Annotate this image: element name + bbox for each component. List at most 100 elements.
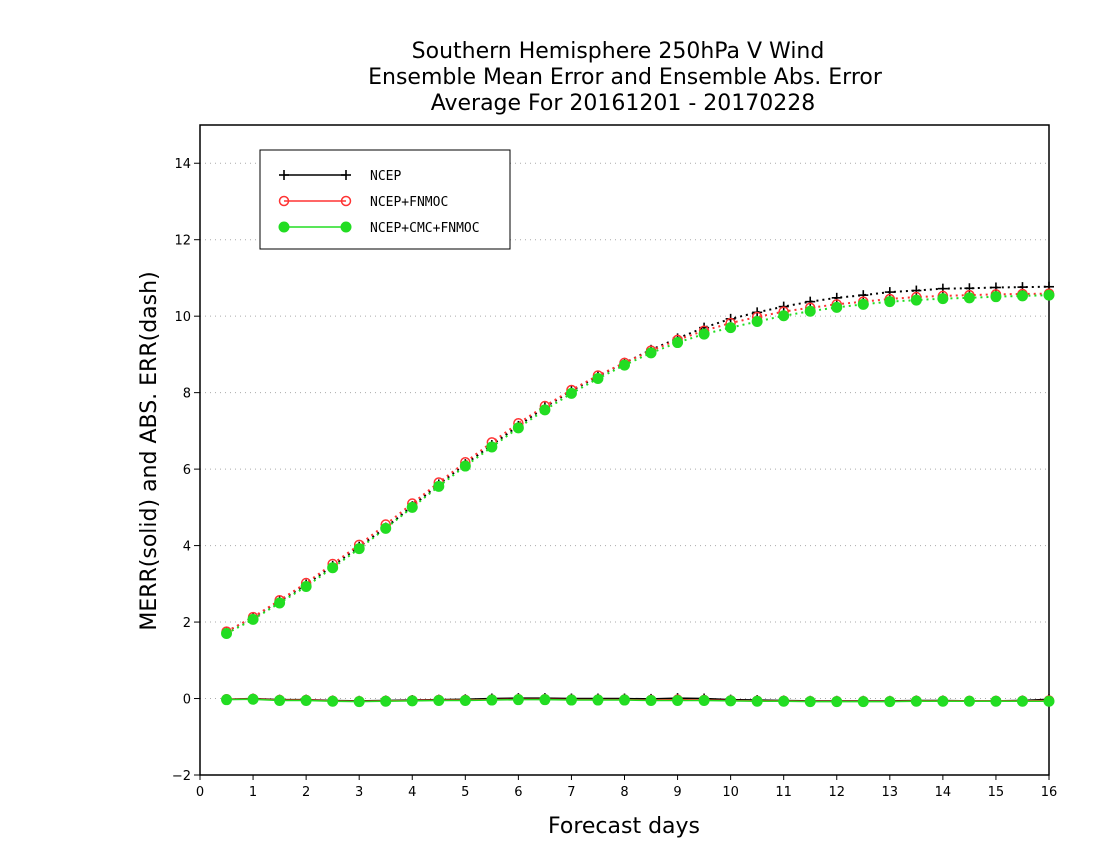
mean-error-point [274, 694, 286, 706]
mean-error-point [1043, 695, 1055, 707]
mean-error-point [1016, 695, 1028, 707]
legend-marker [340, 195, 352, 207]
legend-marker [340, 221, 352, 233]
mean-error-point [804, 696, 816, 708]
mean-error-point [698, 694, 710, 706]
abs-error-point [592, 373, 604, 384]
mean-error-point [778, 695, 790, 707]
y-tick-label: 4 [183, 540, 191, 555]
x-tick-label: 13 [882, 785, 899, 800]
abs-error-point [910, 294, 922, 306]
x-tick-label: 11 [775, 785, 792, 800]
mean-error-point [910, 695, 922, 707]
mean-error-point [619, 694, 630, 706]
legend-items: NCEP NCEP+FNMOC NCEP+CMC+FNMOC [278, 169, 480, 236]
x-tick-label: 10 [722, 785, 739, 800]
x-tick-label: 8 [620, 785, 628, 800]
abs-error-point [937, 293, 949, 305]
x-axis-label: Forecast days [548, 814, 700, 839]
mean-error-point [353, 696, 365, 708]
abs-error-point [539, 404, 551, 416]
legend-marker [278, 221, 290, 233]
abs-error-point [247, 613, 259, 625]
legend-box [259, 149, 511, 250]
abs-error-point [619, 359, 630, 371]
mean-error-point [592, 694, 604, 706]
legend-item: NCEP+FNMOC [278, 195, 448, 210]
mean-error-point [884, 696, 896, 708]
y-tick-labels: −2 0 2 4 6 8 10 12 14 [172, 157, 191, 784]
series-ncep-fnmoc [221, 288, 1055, 707]
legend-label: NCEP+FNMOC [370, 195, 448, 210]
abs-error-point [778, 310, 790, 322]
mean-error-point [725, 695, 737, 707]
title-line-2: Ensemble Mean Error and Ensemble Abs. Er… [368, 65, 883, 90]
abs-error-point [725, 322, 737, 334]
mean-error-point [539, 694, 551, 706]
x-tick-label: 16 [1041, 785, 1058, 800]
mean-error-point [645, 694, 657, 706]
abs-error-point [804, 305, 816, 317]
x-tick-label: 4 [408, 785, 416, 800]
mean-error-point [300, 694, 312, 706]
abs-error-point [964, 283, 975, 294]
abs-error-point [672, 337, 684, 349]
abs-error-point [353, 543, 365, 555]
y-tick-label: 12 [174, 234, 191, 249]
abs-error-point [380, 522, 392, 534]
abs-error-point [884, 287, 895, 298]
abs-error-point [645, 347, 657, 359]
title-line-3: Average For 20161201 - 20170228 [431, 91, 816, 116]
mean-error-point [433, 694, 445, 706]
abs-error-point [459, 460, 471, 472]
abs-error-point [857, 298, 869, 310]
legend-label: NCEP [370, 169, 401, 184]
legend-item: NCEP+CMC+FNMOC [278, 221, 480, 236]
x-tick-labels: 0 1 2 3 4 5 6 7 8 9 10 11 12 13 14 15 16 [196, 785, 1057, 800]
y-tick-label: 2 [183, 616, 191, 631]
y-axis-label: MERR(solid) and ABS. ERR(dash) [137, 271, 162, 630]
abs-error-point [1043, 289, 1055, 301]
abs-error-line [226, 285, 1050, 633]
mean-error-point [327, 695, 339, 707]
y-tick-label: 8 [183, 387, 191, 402]
mean-error-point [751, 695, 763, 707]
mean-error-point [512, 694, 524, 706]
abs-error-point [990, 291, 1002, 303]
mean-error-point [831, 696, 843, 708]
x-tick-label: 14 [935, 785, 952, 800]
x-tick-label: 0 [196, 785, 204, 800]
abs-error-line [226, 292, 1050, 633]
abs-error-point [221, 628, 233, 640]
series-ncep [221, 281, 1054, 706]
abs-error-point [274, 597, 286, 609]
abs-error-point [831, 292, 842, 303]
x-tick-label: 9 [673, 785, 681, 800]
abs-error-point [884, 296, 896, 308]
mean-error-point [937, 695, 949, 707]
mean-error-point [221, 694, 233, 706]
abs-error-point [990, 282, 1001, 293]
legend-label: NCEP+CMC+FNMOC [370, 221, 480, 236]
x-tick-label: 2 [302, 785, 310, 800]
mean-error-point [857, 696, 869, 708]
axis-ticks [194, 162, 1050, 780]
legend-marker [278, 195, 290, 207]
abs-error-point [300, 581, 312, 592]
series-ncep-cmc-fnmoc [221, 289, 1055, 708]
abs-error-point [406, 501, 418, 513]
mean-error-point [963, 695, 975, 707]
abs-error-point [433, 480, 445, 492]
legend-item: NCEP [279, 169, 401, 184]
abs-error-point [805, 296, 816, 307]
abs-error-point [565, 387, 577, 399]
legend: NCEP NCEP+FNMOC NCEP+CMC+FNMOC [259, 149, 511, 250]
abs-error-point [512, 422, 524, 434]
y-tick-label: 10 [174, 310, 191, 325]
mean-error-point [459, 694, 471, 706]
abs-error-point [831, 301, 843, 313]
mean-error-point [990, 695, 1002, 707]
abs-error-line [226, 294, 1050, 635]
abs-error-point [751, 316, 763, 328]
